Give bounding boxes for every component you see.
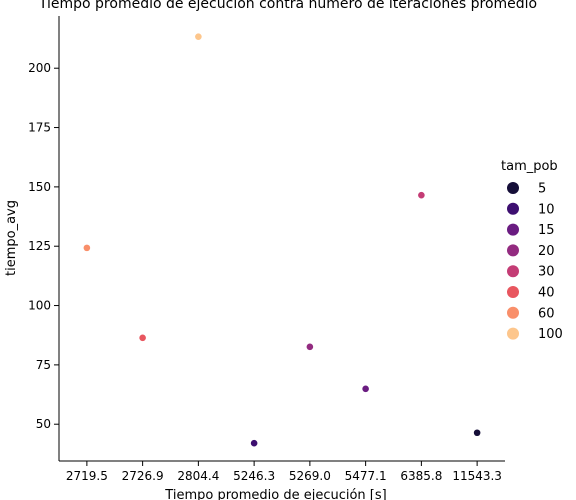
data-point — [139, 334, 146, 342]
legend: tam_pob 5 10 15 20 30 40 60 100 — [501, 159, 563, 342]
y-tick-label: 200 — [28, 61, 51, 75]
chart-title: Tiempo promedio de ejecución contra núme… — [38, 0, 537, 12]
x-tick-label: 2719.5 — [66, 469, 108, 483]
legend-marker — [507, 182, 519, 194]
x-tick-label: 5477.1 — [345, 469, 387, 483]
data-point — [418, 191, 425, 199]
x-tick-label: 11543.3 — [452, 469, 502, 483]
legend-label: 100 — [538, 327, 563, 342]
legend-label: 15 — [538, 223, 555, 238]
legend-label: 30 — [538, 265, 555, 280]
legend-label: 60 — [538, 306, 555, 321]
legend-marker — [507, 244, 519, 257]
legend-marker — [507, 286, 519, 298]
legend-marker — [507, 327, 519, 340]
legend-marker — [507, 306, 519, 319]
data-point — [362, 385, 369, 393]
legend-marker — [507, 265, 519, 278]
x-tick-label: 5269.0 — [289, 469, 331, 483]
data-point — [306, 343, 314, 351]
legend-marker — [507, 223, 519, 236]
data-point — [473, 429, 481, 437]
y-axis: 50 75 100 125 150 175 200 — [28, 61, 59, 431]
legend-label: 5 — [538, 182, 546, 197]
x-tick-label: 2726.9 — [122, 469, 164, 483]
y-tick-label: 125 — [28, 239, 51, 253]
legend-label: 10 — [538, 202, 555, 217]
x-tick-label: 6385.8 — [400, 469, 442, 483]
y-tick-label: 100 — [28, 299, 51, 313]
legend-marker — [507, 202, 519, 215]
y-tick-label: 50 — [36, 417, 51, 431]
data-points — [83, 33, 481, 447]
legend-label: 20 — [538, 244, 555, 259]
x-tick-label: 5246.3 — [233, 469, 275, 483]
x-axis: 2719.5 2726.9 2804.4 5246.3 5269.0 5477.1 6385… — [66, 461, 502, 483]
data-point — [195, 33, 202, 40]
data-point — [250, 439, 258, 447]
data-point — [83, 244, 91, 252]
x-axis-label: Tiempo promedio de ejecución [s] — [164, 488, 386, 500]
y-tick-label: 175 — [28, 121, 51, 135]
legend-title: tam_pob — [501, 159, 558, 174]
x-tick-label: 2804.4 — [177, 469, 219, 483]
y-tick-label: 150 — [28, 180, 51, 194]
legend-label: 40 — [538, 286, 555, 301]
y-axis-label: tiempo_avg — [4, 200, 19, 276]
y-tick-label: 75 — [36, 358, 51, 372]
